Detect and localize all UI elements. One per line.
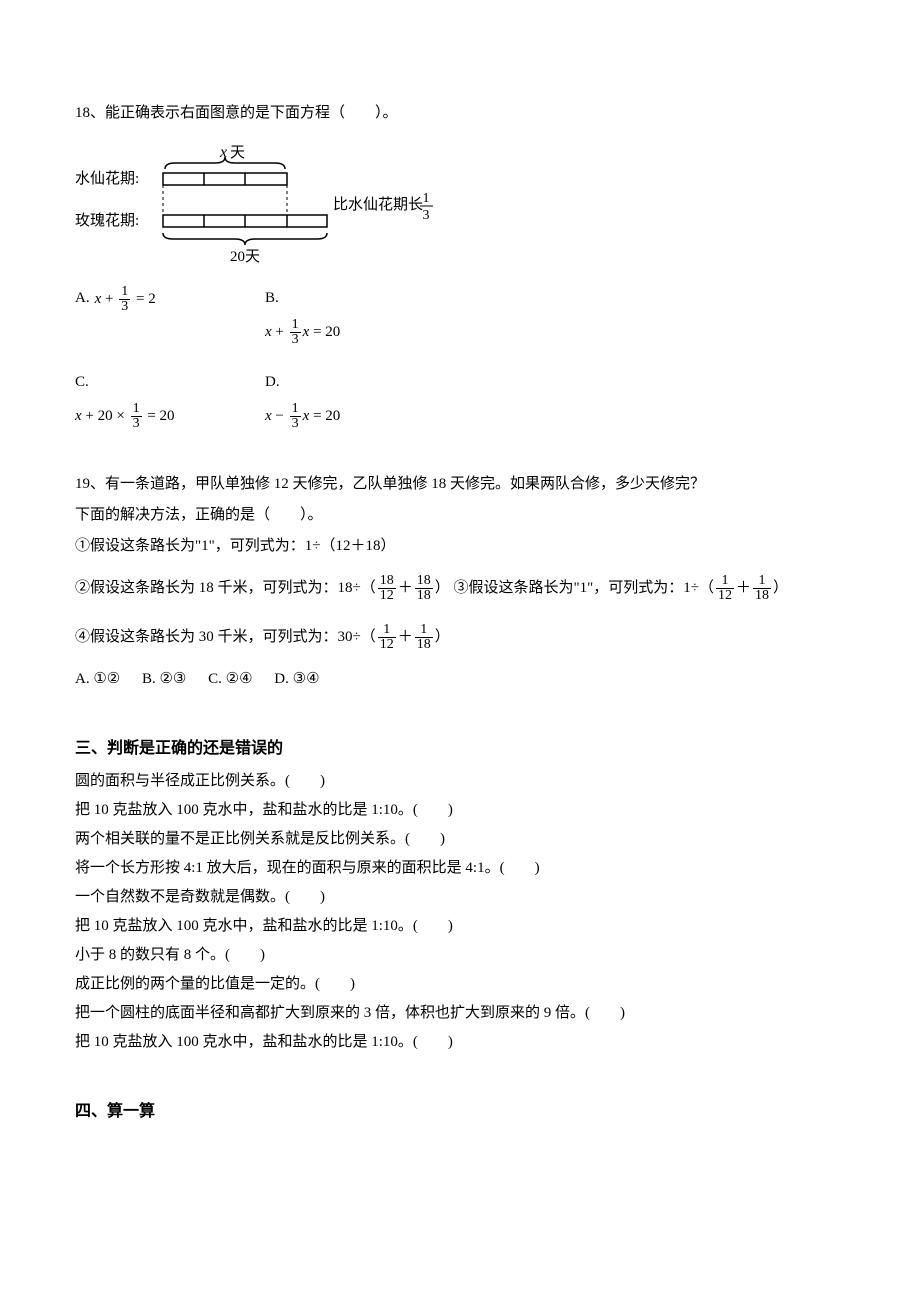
svg-text:玫瑰花期:: 玫瑰花期: — [75, 212, 139, 229]
opt-label-d: D. — [265, 369, 280, 396]
opt-label-b: B. — [265, 285, 279, 312]
svg-text:天: 天 — [230, 145, 245, 161]
opt-label-a: A. — [75, 285, 90, 312]
q19-m2-post: ） — [435, 575, 450, 602]
judge-4: 将一个长方形按 4:1 放大后，现在的面积与原来的面积比是 4:1。( ) — [75, 855, 845, 882]
q19-m2: ②假设这条路长为 18 千米，可列式为：18÷（ 1812 ＋ 1818 ） — [75, 574, 450, 603]
q18-opt-c: C. x + 20 × 13 = 20 — [75, 369, 255, 431]
svg-text:20天: 20天 — [230, 249, 260, 265]
judge-2: 把 10 克盐放入 100 克水中，盐和盐水的比是 1:10。( ) — [75, 797, 845, 824]
judge-6: 把 10 克盐放入 100 克水中，盐和盐水的比是 1:10。( ) — [75, 913, 845, 940]
q19-m4-pre: ④假设这条路长为 30 千米，可列式为：30÷（ — [75, 624, 376, 651]
section4-header: 四、算一算 — [75, 1098, 845, 1127]
q19-m2-pre: ②假设这条路长为 18 千米，可列式为：18÷（ — [75, 575, 376, 602]
q18-formula-a: x + 13 = 2 — [95, 285, 156, 314]
q19-m4-plus: ＋ — [398, 624, 413, 651]
q18-formula-b: x + 13x = 20 — [265, 318, 340, 347]
q19-opt-a: A. ①② — [75, 671, 120, 687]
judge-5: 一个自然数不是奇数就是偶数。( ) — [75, 884, 845, 911]
q19-m1: ①假设这条路长为"1"，可列式为：1÷（12＋18） — [75, 533, 845, 560]
opt-label-c: C. — [75, 369, 89, 396]
q19-m4-post: ） — [435, 624, 450, 651]
q18-stem: 18、能正确表示右面图意的是下面方程（ ）。 — [75, 100, 845, 127]
q18-options: A. x + 13 = 2 B. x + 13x = 20 C. x + 20 … — [75, 285, 845, 431]
q19-options: A. ①② B. ②③ C. ②④ D. ③④ — [75, 666, 845, 693]
section3-header: 三、判断是正确的还是错误的 — [75, 735, 845, 764]
judge-8: 成正比例的两个量的比值是一定的。( ) — [75, 971, 845, 998]
q18-formula-c: x + 20 × 13 = 20 — [75, 402, 175, 431]
judge-10: 把 10 克盐放入 100 克水中，盐和盐水的比是 1:10。( ) — [75, 1029, 845, 1056]
q19-opt-b: B. ②③ — [142, 671, 186, 687]
q19-m2-plus: ＋ — [398, 575, 413, 602]
q19-stem1: 19、有一条道路，甲队单独修 12 天修完，乙队单独修 18 天修完。如果两队合… — [75, 471, 845, 498]
q19-m3-post: ） — [773, 575, 788, 602]
q19-m3-plus: ＋ — [736, 575, 751, 602]
q19-opt-d: D. ③④ — [274, 671, 319, 687]
svg-text:3: 3 — [423, 208, 430, 223]
judge-9: 把一个圆柱的底面半径和高都扩大到原来的 3 倍，体积也扩大到原来的 9 倍。( … — [75, 1000, 845, 1027]
svg-text:水仙花期:: 水仙花期: — [75, 170, 139, 187]
q19-m3: ③假设这条路长为"1"，可列式为：1÷（ 112 ＋ 118 ） — [454, 574, 789, 603]
q18-opt-d: D. x − 13x = 20 — [265, 369, 445, 431]
q18-diagram: x 天 水仙花期: 玫瑰花期: 比水仙花期长 1 3 20天 — [75, 139, 445, 269]
q18-diagram-svg: x 天 水仙花期: 玫瑰花期: 比水仙花期长 1 3 20天 — [75, 139, 445, 269]
svg-text:1: 1 — [423, 191, 430, 206]
judge-7: 小于 8 的数只有 8 个。( ) — [75, 942, 845, 969]
judge-1: 圆的面积与半径成正比例关系。( ) — [75, 768, 845, 795]
q18-opt-a: A. x + 13 = 2 — [75, 285, 255, 347]
q19-m4: ④假设这条路长为 30 千米，可列式为：30÷（ 112 ＋ 118 ） — [75, 623, 450, 652]
q18-formula-d: x − 13x = 20 — [265, 402, 340, 431]
q19-stem2: 下面的解决方法，正确的是（ ）。 — [75, 502, 845, 529]
q19-opt-c: C. ②④ — [208, 671, 252, 687]
judge-3: 两个相关联的量不是正比例关系就是反比例关系。( ) — [75, 826, 845, 853]
q18-opt-b: B. x + 13x = 20 — [265, 285, 445, 347]
q19-m3-pre: ③假设这条路长为"1"，可列式为：1÷（ — [454, 575, 714, 602]
svg-text:比水仙花期长: 比水仙花期长 — [333, 196, 423, 213]
